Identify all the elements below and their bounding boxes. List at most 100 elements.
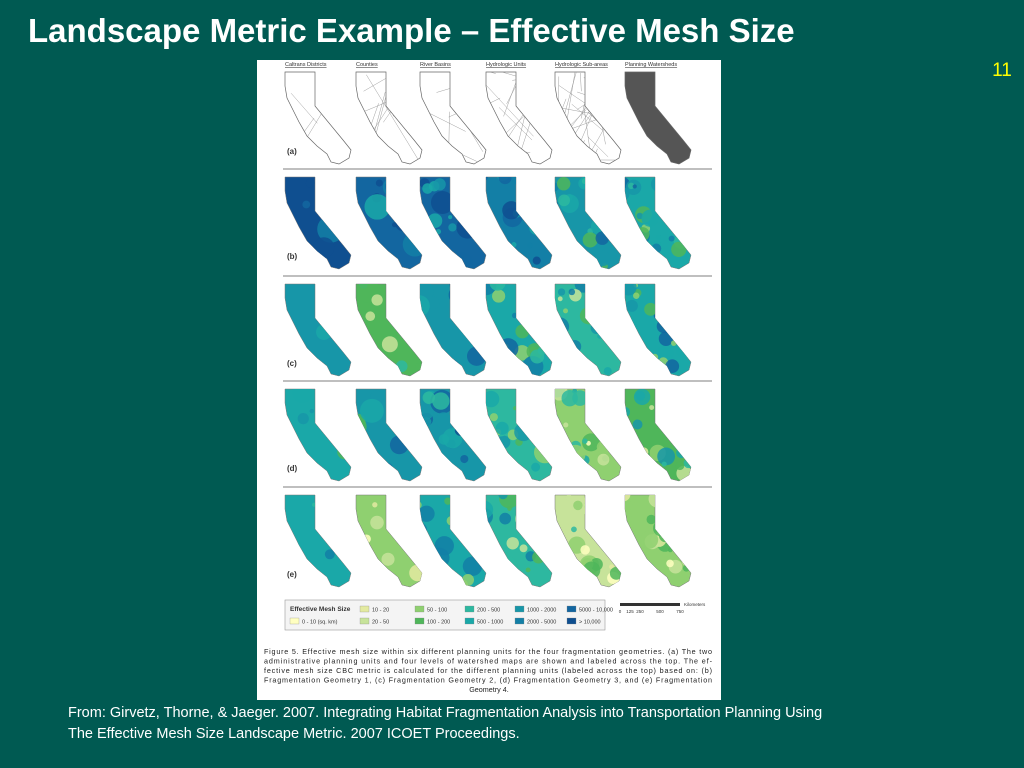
patch xyxy=(582,438,588,444)
patch xyxy=(632,419,643,430)
patch xyxy=(489,284,506,291)
legend-swatch xyxy=(414,605,425,613)
legend-label: 500 - 1000 xyxy=(477,620,503,626)
patch xyxy=(636,212,644,220)
patch xyxy=(422,183,433,194)
patch xyxy=(292,389,313,403)
row-label: (c) xyxy=(287,359,297,368)
patch xyxy=(433,178,446,191)
patch xyxy=(582,232,598,248)
patch xyxy=(432,392,450,410)
patch xyxy=(655,234,662,240)
patch xyxy=(603,367,612,376)
legend-box xyxy=(284,599,606,631)
patch xyxy=(625,495,631,502)
patch xyxy=(448,223,457,232)
patch xyxy=(460,455,469,464)
patch xyxy=(430,190,454,214)
boundary xyxy=(290,93,318,124)
patch xyxy=(507,506,512,511)
patch xyxy=(671,241,687,257)
legend-label: 0 - 10 (sq. km) xyxy=(302,620,338,626)
caption-line: Geometry 4. xyxy=(469,685,509,694)
slide-number: 11 xyxy=(992,60,1012,81)
patch xyxy=(435,412,452,429)
scale-label: 500 xyxy=(656,609,664,614)
legend-label: 100 - 200 xyxy=(427,620,450,626)
patch xyxy=(498,177,512,185)
row-label: (d) xyxy=(287,464,298,473)
legend-label: 20 - 50 xyxy=(372,620,389,626)
patch xyxy=(305,178,315,188)
boundary xyxy=(363,78,386,92)
patch xyxy=(555,182,559,192)
patch xyxy=(632,184,637,189)
patch xyxy=(486,500,494,519)
legend-label: 1000 - 2000 xyxy=(527,608,556,614)
patch xyxy=(557,288,566,296)
patch xyxy=(558,194,570,207)
patch xyxy=(489,413,498,422)
patch xyxy=(556,177,571,191)
legend-label: 50 - 100 xyxy=(427,608,447,614)
patch xyxy=(568,288,576,296)
patch xyxy=(627,182,635,190)
patch xyxy=(563,422,569,428)
patch xyxy=(475,368,480,373)
patch xyxy=(644,302,658,316)
patch xyxy=(657,447,676,466)
patch xyxy=(372,502,378,508)
patch xyxy=(633,292,640,299)
patch xyxy=(415,362,422,370)
patch xyxy=(486,390,500,408)
boundary xyxy=(470,130,484,152)
patch xyxy=(426,296,440,310)
column-label: Caltrans Districts xyxy=(285,62,327,68)
patch xyxy=(580,545,590,555)
patch xyxy=(532,256,541,265)
patch xyxy=(422,391,435,404)
caption-line: administrative planning units and four l… xyxy=(264,657,713,666)
patch xyxy=(646,514,656,525)
scale-label: 125 xyxy=(626,609,634,614)
patch xyxy=(597,453,610,466)
legend-swatch xyxy=(464,605,475,613)
patch xyxy=(486,284,497,296)
patch xyxy=(561,390,578,407)
scale-label: 250 xyxy=(636,609,644,614)
caption-line: fective mesh size CBC metric is calculat… xyxy=(264,666,712,675)
scale-label: 750 xyxy=(676,609,684,614)
patch xyxy=(495,421,509,435)
figure-panel xyxy=(257,60,721,700)
patch xyxy=(309,408,315,414)
scale-label: 0 xyxy=(619,609,622,614)
scale-bar xyxy=(620,603,680,606)
patch xyxy=(486,177,489,181)
legend-label: 2000 - 5000 xyxy=(527,620,556,626)
patch xyxy=(555,288,563,307)
scale-unit: Kilometers xyxy=(684,602,706,607)
boundary xyxy=(486,84,534,137)
slide-title: Landscape Metric Example – Effective Mes… xyxy=(28,12,795,49)
patch xyxy=(502,201,521,220)
column-label: River Basins xyxy=(420,62,451,68)
legend-swatch xyxy=(514,617,525,625)
boundary xyxy=(566,72,576,121)
patch xyxy=(511,420,516,425)
patch xyxy=(564,524,575,535)
patch xyxy=(444,497,452,505)
row-label: (a) xyxy=(287,147,297,156)
patch xyxy=(571,526,577,533)
patch xyxy=(530,349,545,364)
patch xyxy=(665,359,680,374)
boundary xyxy=(571,103,604,131)
patch xyxy=(527,242,534,249)
legend-title: Effective Mesh Size xyxy=(290,606,351,613)
legend-swatch xyxy=(359,617,370,625)
row-label: (b) xyxy=(287,252,298,261)
patch xyxy=(420,295,430,317)
legend-swatch xyxy=(464,617,475,625)
legend-swatch xyxy=(514,605,525,613)
patch xyxy=(594,250,611,267)
citation-line: The Effective Mesh Size Landscape Metric… xyxy=(68,726,520,742)
